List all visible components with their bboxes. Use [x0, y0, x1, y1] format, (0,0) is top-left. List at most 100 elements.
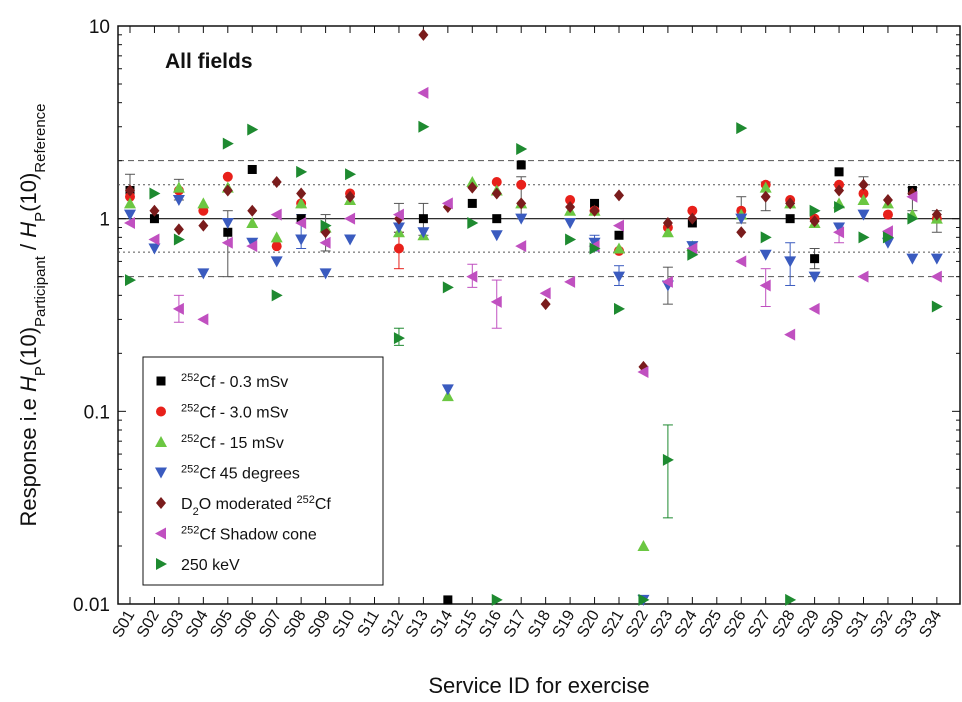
data-point — [785, 214, 795, 224]
data-point — [172, 302, 184, 315]
data-point — [613, 271, 625, 283]
data-point — [930, 253, 943, 265]
data-point — [857, 193, 870, 205]
data-point — [834, 184, 845, 197]
data-point — [882, 193, 893, 206]
data-point — [637, 540, 650, 552]
data-point — [198, 219, 209, 232]
data-point — [345, 168, 357, 181]
legend-marker — [155, 527, 166, 540]
data-point — [808, 302, 820, 315]
data-point — [834, 200, 846, 213]
data-point — [759, 181, 772, 193]
legend-marker — [156, 497, 166, 509]
x-tick-label: S33 — [892, 607, 921, 640]
data-point — [295, 216, 307, 229]
data-point — [516, 160, 526, 170]
data-point — [467, 216, 479, 229]
legend-label-part: Cf — [315, 496, 332, 513]
data-point — [320, 219, 332, 232]
data-point — [516, 197, 527, 210]
data-point — [345, 190, 356, 203]
legend-label-part: 252 — [181, 525, 199, 537]
data-point — [466, 175, 479, 187]
x-tick-label: S05 — [207, 607, 236, 640]
legend-label-part: 252 — [181, 464, 199, 476]
data-point — [148, 243, 161, 255]
data-point — [467, 181, 478, 194]
data-point — [565, 233, 577, 246]
x-axis-title: Service ID for exercise — [428, 673, 649, 698]
data-point — [246, 240, 258, 253]
x-tick-label: S34 — [916, 607, 945, 640]
data-point — [613, 242, 625, 254]
data-point — [491, 176, 502, 187]
data-point — [124, 197, 136, 209]
data-point — [931, 300, 943, 313]
data-point — [661, 226, 674, 238]
y-axis-title-part: P — [32, 366, 49, 376]
data-point — [907, 212, 919, 225]
data-markers — [124, 28, 943, 606]
data-point — [564, 275, 576, 288]
y-tick-label: 0.01 — [73, 595, 110, 616]
legend-label-part: O moderated — [199, 496, 297, 513]
data-point — [882, 231, 894, 244]
data-point — [319, 236, 331, 249]
data-point — [590, 198, 600, 208]
legend-label-part: 252 — [297, 494, 315, 506]
x-tick-label: S27 — [745, 607, 774, 640]
data-point — [149, 214, 159, 224]
data-point — [515, 240, 527, 253]
data-point — [809, 215, 820, 228]
y-axis-title-part: / — [16, 238, 41, 256]
y-axis-title-part: (10) — [16, 327, 41, 366]
data-point — [785, 593, 797, 606]
data-point — [662, 453, 674, 466]
x-tick-label: S09 — [305, 607, 334, 640]
data-point — [246, 216, 259, 228]
legend-label: 252Cf - 0.3 mSv — [181, 372, 288, 391]
data-point — [441, 384, 454, 396]
data-point — [760, 231, 772, 244]
legend-label: D2O moderated 252Cf — [181, 494, 331, 518]
x-tick-label: S30 — [819, 607, 848, 640]
x-tick-label: S22 — [623, 607, 652, 640]
data-point — [735, 255, 747, 268]
data-point — [858, 231, 870, 244]
legend-label: 252Cf - 3.0 mSv — [181, 403, 288, 422]
data-point — [418, 28, 429, 41]
legend-marker — [155, 467, 167, 479]
data-point — [808, 271, 821, 283]
data-point — [221, 217, 234, 229]
data-point — [296, 214, 306, 224]
data-point — [565, 194, 576, 205]
x-tick-label: S16 — [476, 607, 505, 640]
data-point — [614, 302, 625, 315]
legend-label-part: 250 keV — [181, 557, 240, 574]
data-point — [881, 225, 893, 238]
data-point — [589, 242, 601, 255]
legend-label-part: Cf - 3.0 mSv — [199, 405, 288, 422]
data-point — [466, 270, 478, 283]
data-point — [858, 178, 869, 191]
y-tick-label: 0.1 — [84, 402, 110, 423]
data-point — [442, 281, 454, 294]
x-tick-label: S08 — [281, 607, 310, 640]
data-point — [222, 184, 233, 197]
data-point — [319, 268, 332, 280]
x-tick-label: S28 — [770, 607, 799, 640]
x-tick-label: S26 — [721, 607, 750, 640]
x-tick-label: S12 — [378, 607, 407, 640]
series-7 — [125, 120, 943, 606]
data-point — [173, 233, 185, 246]
data-point — [271, 175, 282, 188]
data-point — [784, 328, 796, 341]
data-point — [686, 242, 698, 255]
data-point — [661, 275, 673, 288]
data-point — [271, 241, 282, 252]
reference-lines — [118, 160, 960, 278]
y-axis: 0.01 0.1 1 10 — [73, 17, 960, 616]
